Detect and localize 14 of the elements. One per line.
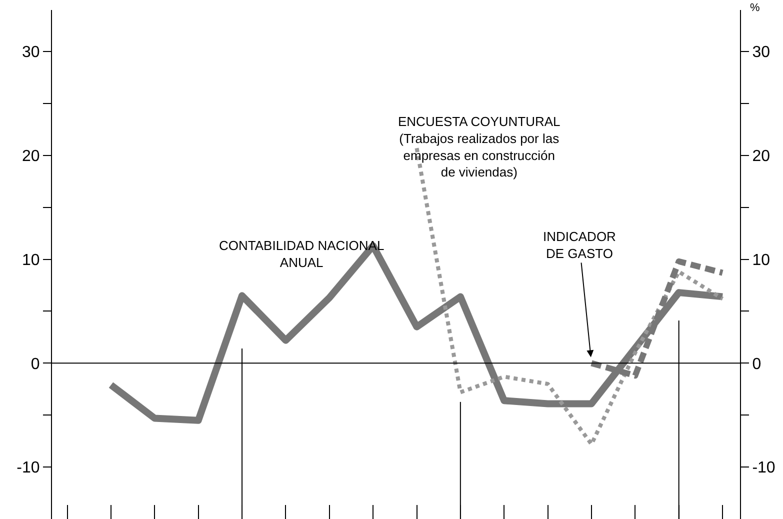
y2-tick-label: 0: [752, 356, 762, 373]
y2-axis-title: %: [750, 2, 760, 14]
y2-tick-label: 20: [752, 148, 770, 166]
series-label: CONTABILIDAD NACIONAL ANUAL: [219, 238, 384, 270]
series-label: ENCUESTA COYUNTURAL (Trabajos realizados por las empresas en construcción de viviendas): [398, 114, 560, 180]
y2-tick-label: -10: [752, 460, 776, 477]
y2-tick-label: 30: [752, 44, 770, 62]
y-tick-label: 20: [22, 148, 40, 166]
text: INDICADOR DE GASTO: [543, 229, 616, 261]
y-tick-label: 0: [30, 356, 40, 373]
y2-tick-label: 10: [752, 252, 770, 269]
y-tick-label: -10: [16, 460, 40, 477]
y-tick-label: 30: [22, 44, 40, 62]
y-tick-label: 10: [22, 252, 40, 269]
